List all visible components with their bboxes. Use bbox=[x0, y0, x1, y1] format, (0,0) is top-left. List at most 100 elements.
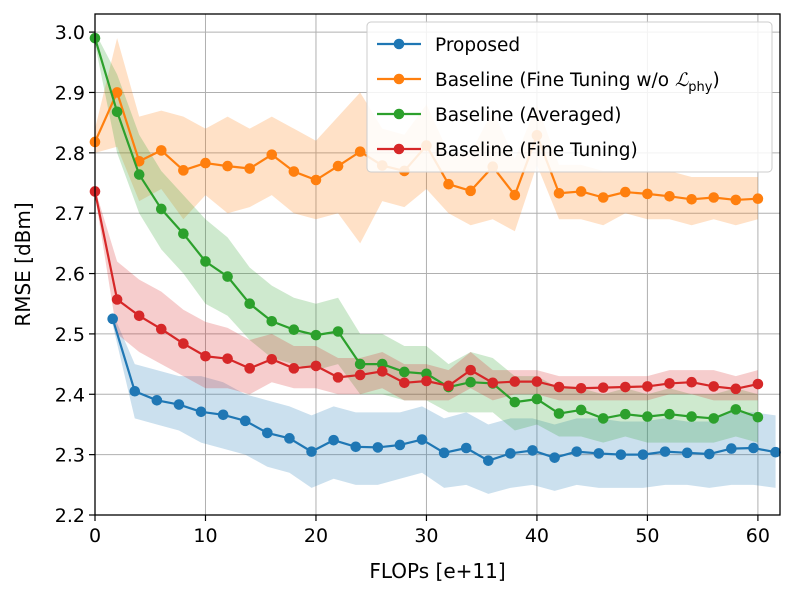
point-series-2 bbox=[332, 160, 344, 172]
axis-ticks: 0 10 20 30 40 50 60 2.2 2.3 2.4 2.5 2.6 2.7 2.8 2.9 3.0 bbox=[55, 22, 770, 547]
x-tick-label: 20 bbox=[304, 525, 328, 547]
x-tick-label: 30 bbox=[414, 525, 438, 547]
y-tick-label: 3.0 bbox=[55, 22, 85, 44]
point-series-3 bbox=[133, 169, 145, 180]
point-series-2 bbox=[509, 189, 521, 201]
point-series-4 bbox=[465, 364, 476, 376]
legend-label: Proposed bbox=[435, 35, 520, 56]
point-series-1 bbox=[748, 442, 759, 454]
point-series-2 bbox=[642, 188, 653, 200]
point-series-4 bbox=[597, 382, 609, 393]
point-series-1 bbox=[770, 446, 781, 458]
point-series-1 bbox=[483, 455, 494, 466]
point-series-1 bbox=[615, 449, 627, 460]
point-series-4 bbox=[222, 353, 233, 364]
point-series-4 bbox=[421, 375, 432, 387]
point-series-3 bbox=[708, 413, 720, 424]
point-series-4 bbox=[266, 353, 278, 365]
point-series-1 bbox=[659, 446, 671, 457]
point-series-1 bbox=[372, 442, 384, 453]
point-series-4 bbox=[288, 363, 300, 374]
legend-label: Baseline (Fine Tuning w/o ℒphy) bbox=[435, 70, 720, 95]
x-tick-label: 10 bbox=[193, 525, 217, 547]
x-tick-label: 50 bbox=[635, 525, 659, 547]
legend-math-subscript: phy bbox=[688, 80, 712, 95]
point-series-1 bbox=[239, 415, 251, 427]
x-tick-label: 40 bbox=[525, 525, 549, 547]
point-series-1 bbox=[350, 441, 362, 453]
point-series-3 bbox=[531, 393, 543, 405]
x-tick-label: 60 bbox=[746, 525, 770, 547]
point-series-2 bbox=[664, 190, 675, 202]
point-series-4 bbox=[376, 366, 388, 377]
legend-swatch-marker bbox=[393, 108, 405, 120]
point-series-4 bbox=[244, 363, 255, 374]
point-series-2 bbox=[443, 178, 454, 190]
point-series-3 bbox=[200, 256, 211, 267]
point-series-4 bbox=[155, 323, 167, 335]
point-series-3 bbox=[553, 408, 565, 419]
point-series-3 bbox=[244, 298, 255, 310]
point-series-1 bbox=[195, 406, 207, 418]
point-series-4 bbox=[730, 383, 742, 395]
point-series-1 bbox=[173, 399, 185, 410]
point-series-2 bbox=[575, 186, 587, 197]
point-series-3 bbox=[664, 408, 675, 420]
point-series-4 bbox=[111, 294, 123, 305]
point-series-4 bbox=[531, 376, 543, 387]
y-tick-label: 2.8 bbox=[55, 143, 85, 165]
point-series-1 bbox=[726, 443, 737, 454]
point-series-3 bbox=[730, 404, 742, 415]
point-series-3 bbox=[222, 271, 233, 282]
point-series-2 bbox=[354, 146, 366, 157]
point-series-1 bbox=[217, 409, 229, 421]
legend-box bbox=[366, 21, 773, 173]
legend-swatch-marker bbox=[393, 143, 405, 155]
point-series-1 bbox=[505, 448, 516, 459]
point-series-2 bbox=[244, 163, 255, 174]
legend-math-symbol: ℒ bbox=[675, 70, 689, 91]
band-series-1 bbox=[112, 312, 776, 494]
point-series-2 bbox=[730, 194, 742, 206]
point-series-4 bbox=[200, 350, 211, 362]
band-series-3 bbox=[95, 32, 758, 443]
point-series-4 bbox=[354, 369, 366, 381]
point-series-1 bbox=[571, 446, 583, 457]
point-series-3 bbox=[376, 358, 388, 370]
y-tick-label: 2.7 bbox=[55, 203, 85, 225]
point-series-3 bbox=[752, 411, 764, 423]
point-series-4 bbox=[443, 380, 454, 392]
point-series-2 bbox=[155, 145, 167, 156]
point-series-4 bbox=[575, 382, 587, 394]
point-series-1 bbox=[416, 434, 428, 445]
point-series-2 bbox=[553, 187, 565, 199]
point-series-2 bbox=[111, 87, 123, 98]
point-series-1 bbox=[394, 439, 406, 451]
y-tick-label: 2.3 bbox=[55, 445, 85, 467]
plot-area-frame bbox=[94, 13, 781, 516]
point-series-1 bbox=[637, 449, 649, 460]
point-series-2 bbox=[752, 193, 764, 205]
point-series-1 bbox=[328, 434, 339, 446]
point-series-4 bbox=[509, 376, 521, 387]
point-series-3 bbox=[642, 411, 653, 422]
point-series-4 bbox=[399, 377, 410, 389]
point-series-3 bbox=[686, 411, 697, 422]
point-series-4 bbox=[133, 310, 145, 322]
point-series-3 bbox=[354, 358, 366, 370]
point-series-2 bbox=[288, 166, 300, 177]
point-series-2 bbox=[620, 186, 631, 198]
point-series-4 bbox=[752, 378, 764, 390]
y-axis-label: RMSE [dBm] bbox=[11, 202, 35, 326]
point-series-1 bbox=[549, 452, 560, 463]
point-series-4 bbox=[642, 381, 653, 392]
point-series-1 bbox=[107, 313, 118, 325]
point-series-3 bbox=[178, 228, 189, 240]
point-series-3 bbox=[155, 203, 167, 215]
legend-label-text: Proposed bbox=[435, 35, 520, 56]
point-series-3 bbox=[266, 315, 278, 327]
point-series-1 bbox=[527, 445, 538, 456]
y-tick-label: 2.2 bbox=[55, 505, 85, 527]
point-series-1 bbox=[129, 385, 141, 397]
